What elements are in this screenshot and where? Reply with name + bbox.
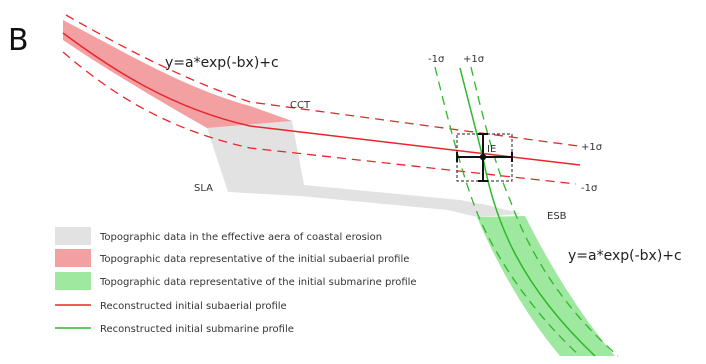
subaerial-data-band — [63, 20, 292, 128]
submarine-plus-sigma-line — [470, 66, 619, 357]
sla-label: SLA — [194, 183, 213, 194]
erosion-area — [207, 121, 522, 217]
green-plus-sigma-label: +1σ — [463, 54, 485, 65]
cct-label: CCT — [290, 100, 311, 111]
subaerial-minus-sigma-line — [62, 51, 577, 185]
legend-swatch-subaerial — [55, 249, 91, 267]
legend: Topographic data in the effective aera o… — [55, 227, 417, 335]
ie-point — [479, 153, 487, 161]
legend-label-erosion: Topographic data in the effective aera o… — [99, 232, 382, 243]
subaerial-equation: y=a*exp(-bx)+c — [165, 55, 279, 71]
legend-swatch-submarine — [55, 272, 91, 290]
legend-label-subaerial-line: Reconstructed initial subaerial profile — [100, 301, 287, 312]
submarine-minus-sigma-line — [434, 66, 581, 357]
legend-label-submarine-line: Reconstructed initial submarine profile — [100, 324, 294, 335]
legend-label-submarine: Topographic data representative of the i… — [99, 277, 417, 288]
legend-swatch-erosion — [55, 227, 91, 245]
ie-label: IE — [487, 144, 496, 155]
legend-label-subaerial: Topographic data representative of the i… — [99, 254, 409, 265]
submarine-profile-line — [459, 67, 596, 357]
green-minus-sigma-label: -1σ — [428, 54, 445, 65]
submarine-equation: y=a*exp(-bx)+c — [568, 248, 682, 264]
red-minus-sigma-label: -1σ — [581, 183, 598, 194]
panel-letter: B — [8, 23, 29, 58]
esb-label: ESB — [547, 211, 567, 222]
subaerial-profile-line — [62, 32, 581, 166]
red-plus-sigma-label: +1σ — [581, 142, 603, 153]
submarine-data-band — [477, 216, 615, 356]
